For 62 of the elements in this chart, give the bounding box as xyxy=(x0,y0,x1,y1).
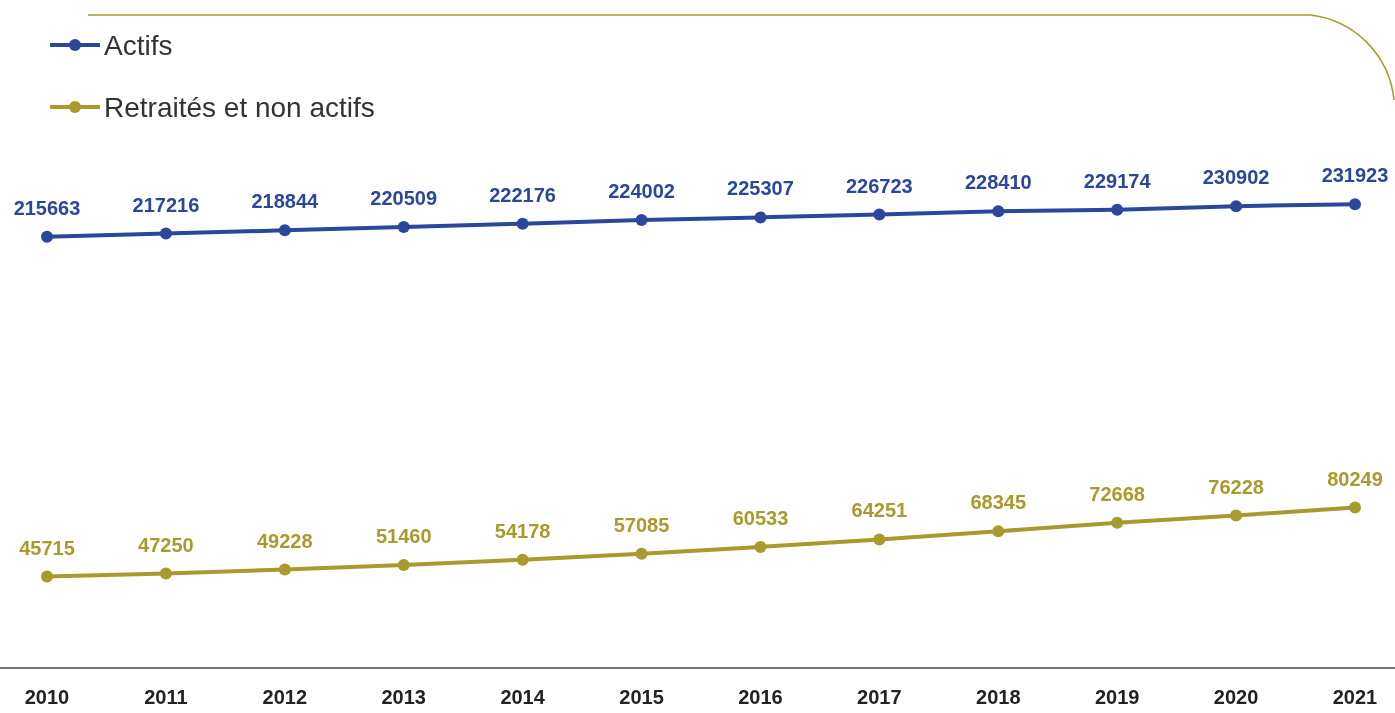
point xyxy=(992,205,1005,218)
point xyxy=(873,533,886,546)
data-label: 229174 xyxy=(1083,169,1152,192)
x-tick-label: 2012 xyxy=(262,686,308,708)
point xyxy=(159,567,172,580)
data-label: 228410 xyxy=(964,171,1032,194)
point xyxy=(397,220,410,233)
point xyxy=(516,217,529,230)
point xyxy=(1230,200,1243,213)
data-label: 72668 xyxy=(1089,482,1145,505)
point xyxy=(41,570,53,583)
x-tick-label: 2015 xyxy=(619,686,664,708)
x-tick-label: 2020 xyxy=(1213,686,1259,708)
data-label: 226723 xyxy=(845,174,913,197)
data-label: 215663 xyxy=(13,196,81,219)
point xyxy=(278,224,291,237)
point xyxy=(397,559,410,572)
data-label: 64251 xyxy=(851,499,908,522)
data-label: 60533 xyxy=(732,506,789,529)
point xyxy=(1349,198,1361,211)
x-tick-label: 2011 xyxy=(144,686,188,708)
data-label: 68345 xyxy=(970,491,1027,514)
data-label: 225307 xyxy=(727,177,794,200)
point xyxy=(635,547,648,560)
x-tick-label: 2019 xyxy=(1094,686,1140,708)
point xyxy=(873,208,886,221)
x-tick-label: 2013 xyxy=(381,686,426,708)
data-label: 217216 xyxy=(132,193,200,216)
data-label: 57085 xyxy=(613,513,670,536)
data-label: 230902 xyxy=(1202,166,1270,189)
point xyxy=(159,227,172,240)
x-tick-label: 2018 xyxy=(976,686,1021,708)
point xyxy=(754,211,767,224)
legend-label: Retraités et non actifs xyxy=(104,92,375,123)
data-label: 49228 xyxy=(257,529,313,552)
data-label: 51460 xyxy=(375,525,432,548)
data-label: 218844 xyxy=(251,190,320,213)
x-tick-label: 2016 xyxy=(738,686,783,708)
point xyxy=(1230,509,1243,522)
data-label: 224002 xyxy=(608,180,675,202)
x-tick-label: 2017 xyxy=(857,686,902,708)
x-tick-label: 2021 xyxy=(1332,686,1378,708)
data-label: 47250 xyxy=(138,533,194,556)
data-label: 54178 xyxy=(494,519,551,542)
data-label: 80249 xyxy=(1327,467,1383,490)
point xyxy=(516,553,529,566)
point xyxy=(635,214,648,226)
point xyxy=(754,540,767,553)
data-label: 220509 xyxy=(370,186,438,209)
data-label: 45715 xyxy=(19,536,75,559)
point xyxy=(1111,516,1124,529)
x-tick-label: 2010 xyxy=(24,686,70,708)
point xyxy=(992,525,1005,538)
data-label: 222176 xyxy=(489,183,557,206)
point xyxy=(41,230,53,243)
legend-label: Actifs xyxy=(104,30,173,61)
point xyxy=(1111,203,1124,216)
point xyxy=(1349,501,1361,514)
point xyxy=(278,563,291,576)
data-label: 76228 xyxy=(1208,475,1264,498)
data-label: 231923 xyxy=(1321,164,1389,187)
x-tick-label: 2014 xyxy=(500,686,546,708)
